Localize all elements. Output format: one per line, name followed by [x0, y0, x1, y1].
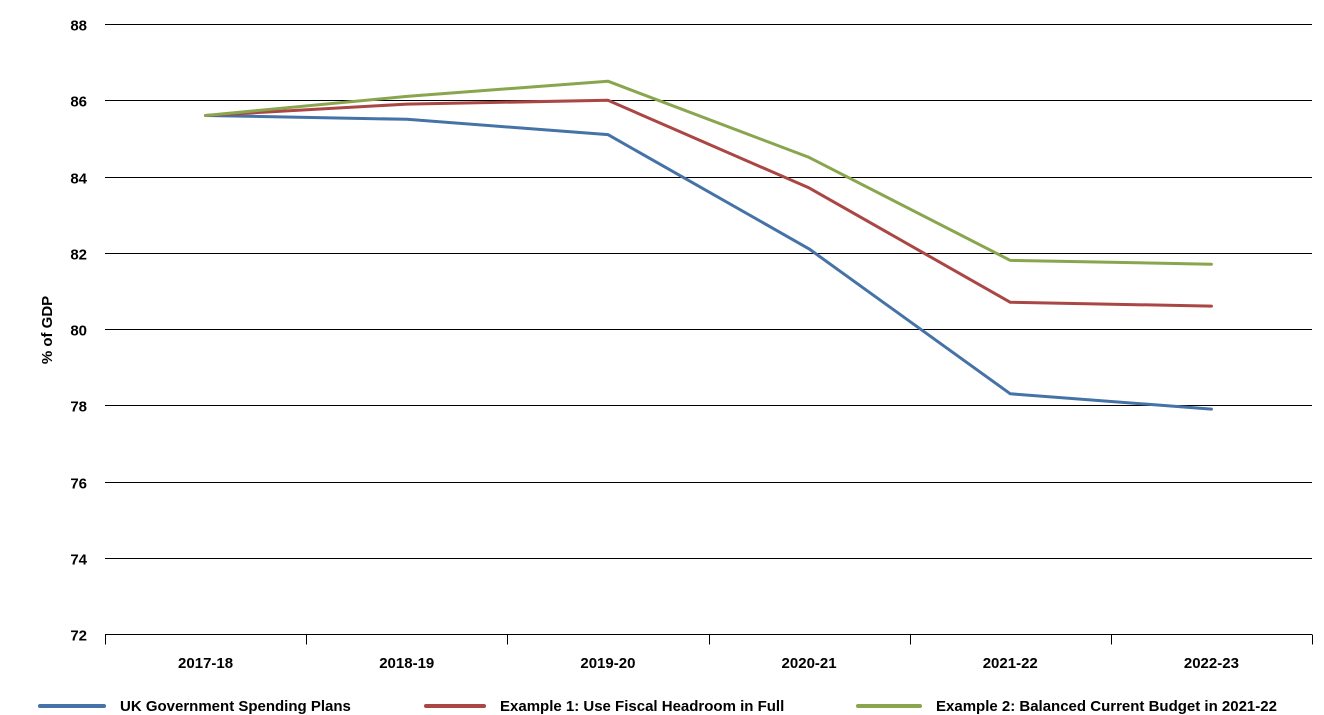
gridlines	[105, 24, 1312, 559]
data-point	[606, 79, 610, 83]
series-line-2	[204, 98, 1213, 308]
data-point	[405, 95, 408, 98]
data-point	[1210, 407, 1213, 411]
x-tick-label: 2021-22	[983, 655, 1038, 672]
series-line-1	[204, 114, 1213, 411]
data-point	[807, 156, 811, 159]
data-point	[1210, 262, 1213, 266]
data-point	[405, 118, 408, 121]
y-axis-title: % of GDP	[39, 296, 56, 364]
y-tick-label: 76	[70, 476, 87, 493]
x-tick-label: 2020-21	[782, 655, 837, 672]
data-point	[807, 247, 811, 251]
y-tick-label: 88	[70, 18, 87, 35]
data-point	[1009, 301, 1012, 304]
series-line-3	[204, 79, 1213, 266]
legend-label: UK Government Spending Plans	[120, 698, 351, 715]
y-tick-label: 72	[70, 628, 87, 645]
data-point	[1210, 304, 1213, 308]
series-lines	[204, 79, 1213, 411]
data-point	[405, 102, 408, 106]
legend-label: Example 1: Use Fiscal Headroom in Full	[500, 698, 784, 715]
data-point	[1009, 392, 1012, 396]
data-point	[606, 99, 610, 102]
y-axis: 72 74 76 78 80 82 84 86 88	[70, 18, 87, 645]
x-tick-label: 2019-20	[580, 655, 635, 672]
x-tick-label: 2018-19	[379, 655, 434, 672]
y-tick-label: 80	[70, 323, 87, 340]
y-tick-label: 78	[70, 399, 87, 416]
y-tick-label: 84	[70, 171, 87, 188]
x-tick-label: 2017-18	[178, 655, 233, 672]
y-tick-label: 74	[70, 552, 87, 569]
y-tick-label: 86	[70, 94, 87, 111]
y-tick-label: 82	[70, 247, 87, 264]
data-point	[204, 114, 207, 117]
legend-label: Example 2: Balanced Current Budget in 20…	[936, 698, 1277, 715]
x-axis: 2017-18 2018-19 2019-20 2020-21 2021-22 2022-…	[105, 634, 1313, 672]
data-point	[1009, 259, 1012, 262]
legend: UK Government Spending Plans Example 1: U…	[38, 698, 1277, 715]
data-point	[807, 186, 811, 190]
x-tick-label: 2022-23	[1184, 655, 1239, 672]
data-point	[606, 133, 610, 136]
